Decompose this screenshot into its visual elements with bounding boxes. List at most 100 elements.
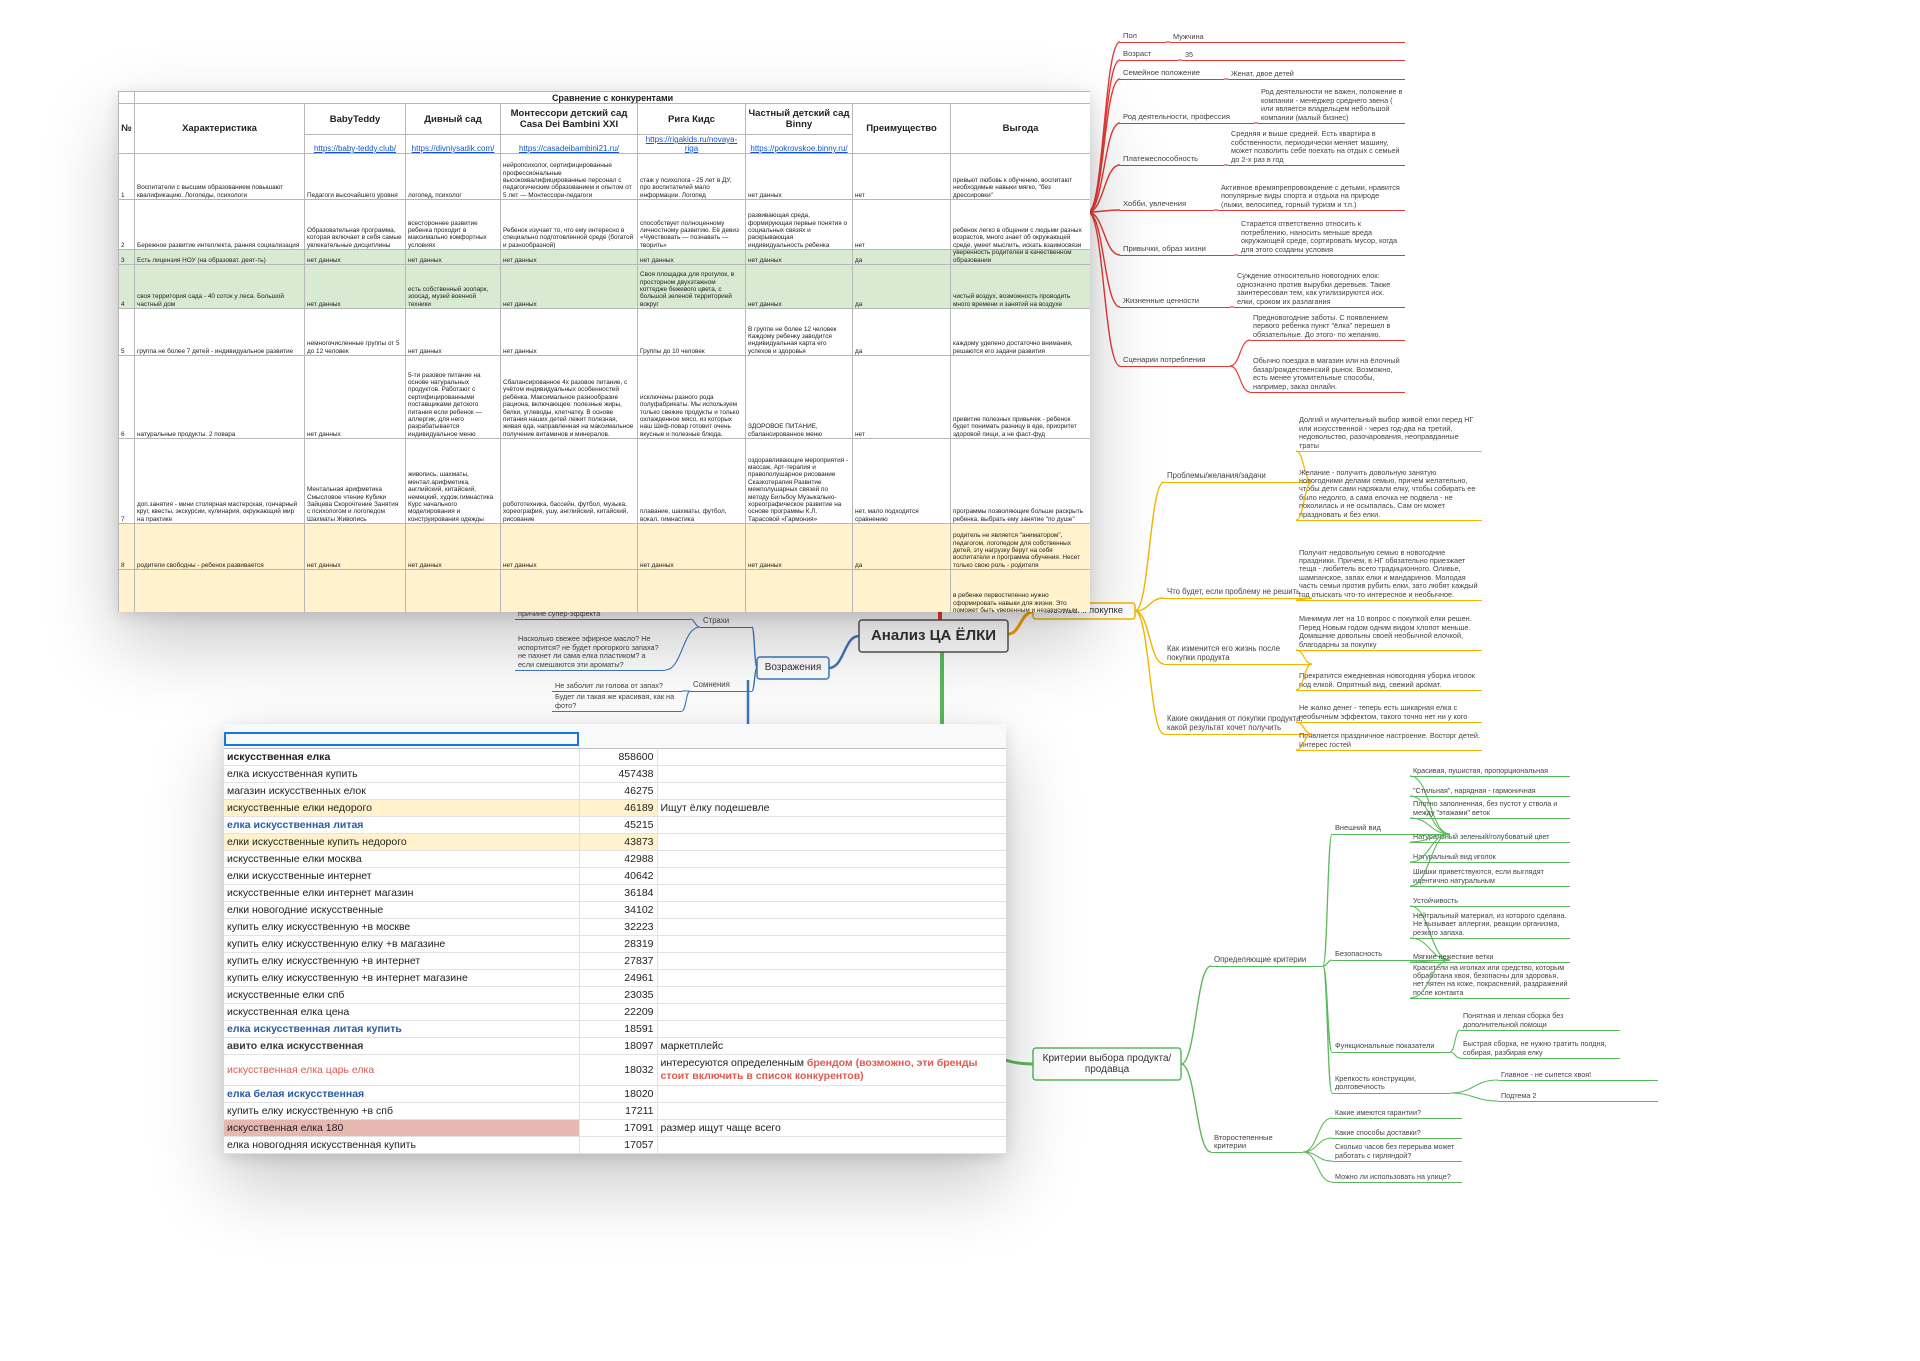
- connector: [1295, 597, 1313, 601]
- cell: нет данных: [304, 355, 406, 439]
- cell-text: Группы до 10 человек: [640, 347, 705, 355]
- mind-node: Обычно поездка в магазин или на ёлочный …: [1250, 252, 1405, 393]
- mind-node: Шишки приветствуются, если выглядят иден…: [1410, 746, 1570, 887]
- cell-text: нет данных: [307, 300, 341, 308]
- node-text: Какие ожидания от покупки продукта, како…: [1164, 714, 1312, 735]
- sheet-header-bar: [224, 724, 1006, 749]
- note: [657, 935, 1006, 953]
- cell-text: 3: [121, 256, 125, 264]
- connector: [1087, 164, 1121, 213]
- cell-text: Полная система образования по: [503, 571, 635, 613]
- note: маркетплейс: [657, 1037, 1006, 1055]
- competitor-link: https://divniysadik.com/: [405, 134, 501, 154]
- mind-node: Как изменится его жизнь после покупки пр…: [1164, 644, 1312, 665]
- cell-text: чистый воздух, возможность проводить мно…: [953, 293, 1071, 308]
- table-row: 2 Бережное развитие интеллекта, ранняя со…: [118, 199, 1090, 250]
- node-text: Будет ли такая же красивая, как на фото?: [552, 693, 682, 712]
- search-count: 17211: [579, 1102, 658, 1120]
- mind-node: Проблемы/желания/задачи: [1164, 471, 1312, 483]
- mind-node: Мягкие нежесткие ветки: [1410, 952, 1570, 963]
- column-header: Рига Кидс: [637, 103, 746, 135]
- cell-text: Образовательная программа, которая включ…: [307, 226, 402, 249]
- connector: [1295, 450, 1313, 483]
- node-text: Активное времяпрепровождение с детьми, н…: [1218, 183, 1405, 211]
- cell-text: робототехника, бассейн, футбол, музыка, …: [503, 500, 629, 523]
- mind-node: Можно ли использовать на улице?: [1332, 1172, 1462, 1183]
- sheet-title: Сравнение с конкурентами: [133, 91, 1090, 104]
- title-row: Сравнение с конкурентами: [118, 91, 1090, 104]
- node-wrap: Красивая, пушистая, пропорциональная: [1410, 636, 1570, 777]
- note-highlight: брендом (возможно, эти бренды стоит вклю…: [660, 1057, 978, 1082]
- connector: [1409, 905, 1451, 961]
- node-wrap: Женат, двое детей: [1228, 0, 1405, 80]
- node-text: Семейное положение: [1120, 69, 1224, 80]
- cell-text: нет данных: [307, 430, 341, 438]
- node-box-label: Критерии выбора продукта/продавца: [1043, 1053, 1172, 1076]
- cell-text: 5-ти разовое питание на основе натуральн…: [408, 371, 482, 438]
- mind-node: Внешний вид: [1332, 824, 1450, 835]
- note: Ищут ёлку подешевле: [657, 799, 1006, 817]
- keyword-row: магазин искусственных елок 46275: [224, 782, 1006, 800]
- node-box-text: Анализ ЦА ЁЛКИ: [870, 627, 997, 645]
- cell: нет, мало подходится сравнению: [852, 438, 951, 524]
- mind-node: Нейтральный материал, из которого сделан…: [1410, 912, 1570, 939]
- node-wrap: Семейное положение: [1120, 0, 1224, 80]
- mind-node: Понятная и легкая сборка без дополнитель…: [1460, 1012, 1620, 1031]
- cell-text: Воспитатели с высшим образованием повыша…: [137, 184, 284, 199]
- cell-text: нет данных: [640, 256, 674, 264]
- keyword: искусственные елки недорого: [224, 799, 580, 817]
- connector: [1087, 209, 1121, 213]
- connector: [1295, 721, 1313, 735]
- cell: способствует полноценному личностному ра…: [637, 199, 746, 250]
- connector: [1295, 649, 1313, 665]
- connector: [1302, 1137, 1333, 1153]
- cell-text: Ментальная арифметика Смысловое чтение К…: [307, 486, 399, 523]
- note: [657, 749, 1006, 766]
- cell: стаж у психолога - 25 лет в ДУ, про восп…: [637, 153, 746, 200]
- mind-node: Семейное положение: [1120, 0, 1224, 80]
- cell: нет: [852, 199, 951, 250]
- cell: развивающая среда, формирующая первые по…: [745, 199, 853, 250]
- note: [657, 867, 1006, 885]
- node-wrap: Возраст: [1120, 0, 1178, 61]
- cell-text: стаж у психолога - 25 лет в ДУ, про восп…: [640, 176, 732, 199]
- cell: да: [852, 308, 951, 356]
- mind-node: Что будет, если проблему не решить: [1164, 587, 1312, 599]
- node-wrap: Активное времяпрепровождение с детьми, н…: [1218, 70, 1405, 211]
- keyword-row: елки искусственные купить недорого 43873: [224, 833, 1006, 851]
- mind-node: Насколько свежее эфирное масло? Не испор…: [515, 635, 665, 671]
- node-wrap: Шишки приветствуются, если выглядят иден…: [1410, 746, 1570, 887]
- cell-text: Своя площадка для прогулок, в просторном…: [640, 271, 735, 308]
- keyword-row: искусственная елка цена 22209: [224, 1003, 1006, 1021]
- mind-node: Долгий и мучительный выбор живой елки пе…: [1296, 416, 1482, 452]
- node-text: Хобби, увлечения: [1120, 200, 1214, 211]
- node-wrap: Обычно поездка в магазин или на ёлочный …: [1250, 252, 1405, 393]
- node-text: Нейтральный материал, из которого сделан…: [1410, 912, 1570, 939]
- connector: [1295, 733, 1313, 751]
- cell: родители свободны - ребенок развивается: [134, 523, 305, 570]
- cell: есть собственный зоопарк, зоосад, музей …: [405, 264, 501, 309]
- connector: [1409, 959, 1451, 963]
- connector: [1295, 663, 1313, 691]
- node-wrap: Главное - не сыпется хвоя!: [1498, 940, 1658, 1081]
- keyword: купить елку искусственную +в интернет ма…: [224, 969, 580, 987]
- keyword: елка искусственная литая купить: [224, 1020, 580, 1038]
- cell-text: [855, 571, 948, 613]
- keyword-row: искусственная елка 180 17091 размер ищут ч…: [224, 1119, 1006, 1137]
- connector: [1134, 610, 1165, 735]
- cell-text: привитие полезных привычек - ребенок буд…: [953, 415, 1077, 438]
- mind-node: Жизненные ценности: [1120, 297, 1230, 308]
- keyword-row: елки искусственные интернет 40642: [224, 867, 1006, 885]
- node-wrap: Будет ли такая же красивая, как на фото?: [552, 571, 682, 712]
- cell: Есть лицензия НОУ (на образоват. деят-ть…: [134, 249, 305, 265]
- node-text: Плотно заполненная, без пустот у ствола …: [1410, 800, 1570, 819]
- node-text: Натуральный зеленый/голубоватый цвет: [1410, 832, 1570, 843]
- cell: Воспитатели с высшим образованием повыша…: [134, 153, 305, 200]
- node-box-label: Возражения: [765, 662, 822, 673]
- node-wrap: Сомнения: [690, 551, 752, 692]
- comparison-sheet: Сравнение с конкурентами № Характеристика B…: [118, 91, 1090, 612]
- node-text: Сценарии потребления: [1120, 356, 1230, 367]
- mind-node: Род деятельности не важен, положение в к…: [1258, 88, 1405, 124]
- note: [657, 1136, 1006, 1154]
- node-wrap: Получит недовольную семью в новогодние п…: [1296, 460, 1482, 601]
